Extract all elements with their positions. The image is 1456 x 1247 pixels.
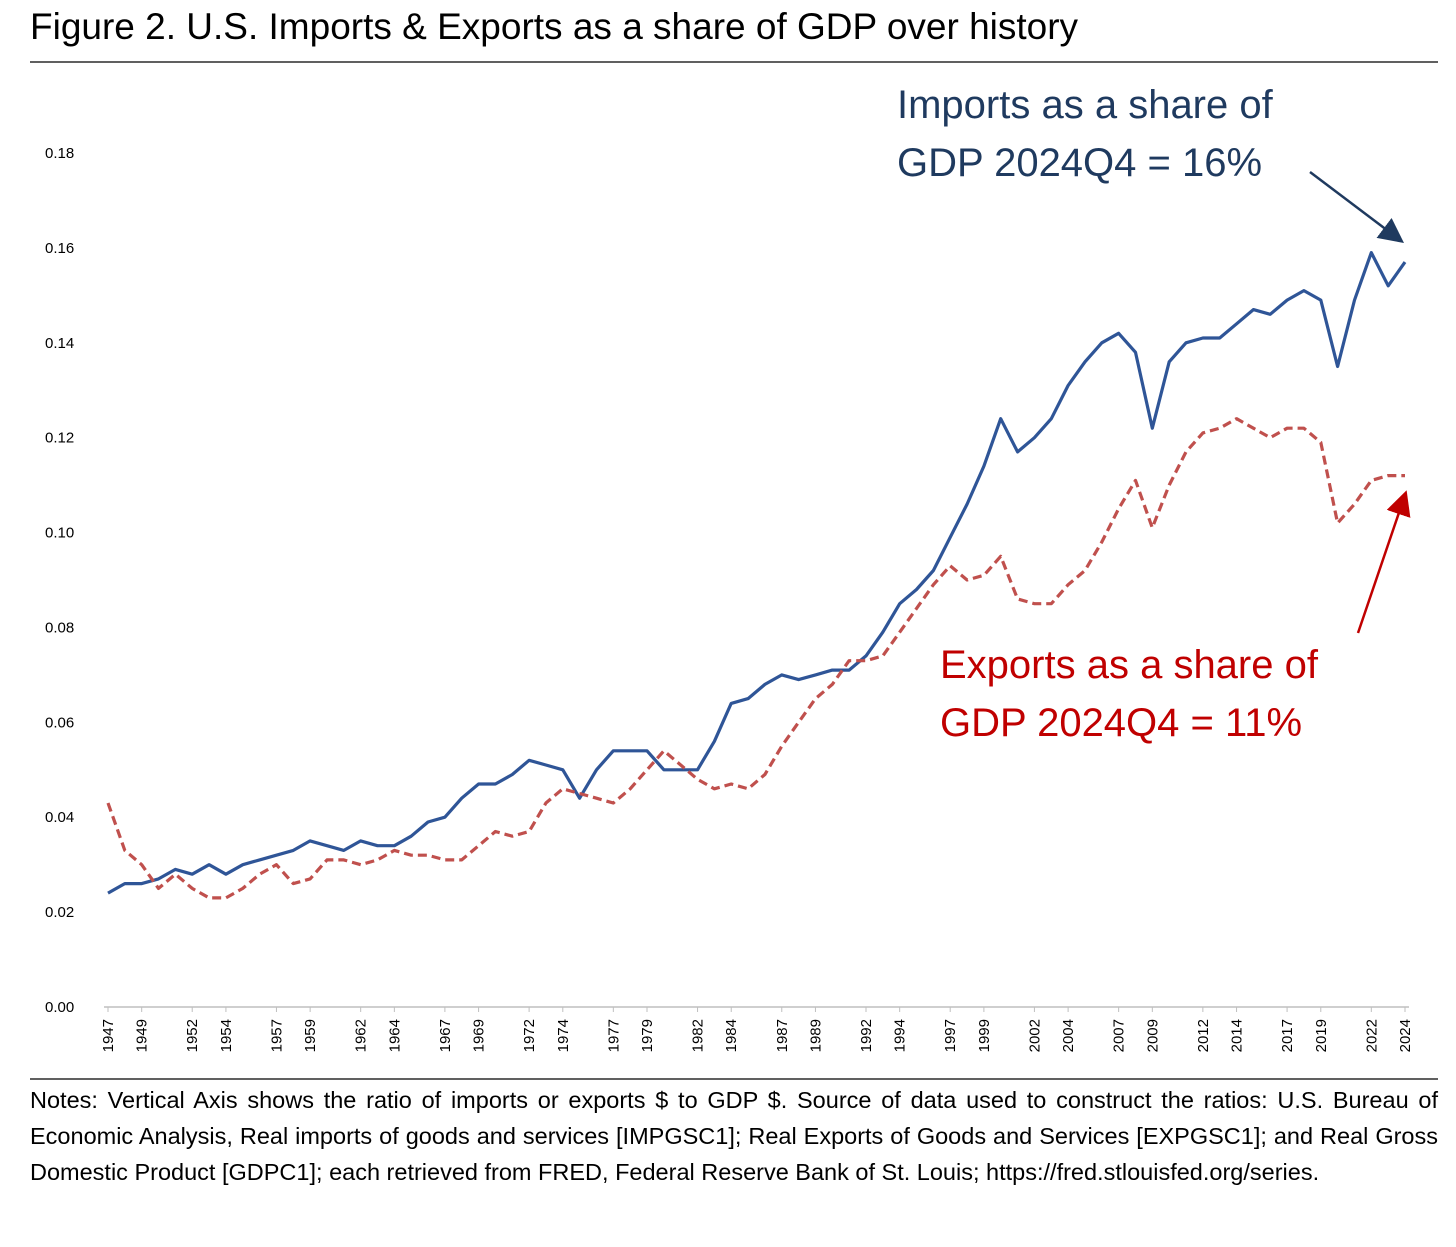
- annotation: GDP 2024Q4 = 11%: [940, 701, 1302, 745]
- x-tick-label: 1964: [386, 1019, 403, 1052]
- y-tick-label: 0.18: [45, 145, 74, 162]
- x-tick-label: 1967: [437, 1019, 454, 1052]
- x-tick-label: 1984: [723, 1019, 740, 1052]
- x-tick-label: 1997: [942, 1019, 959, 1052]
- y-tick-label: 0.02: [45, 904, 74, 921]
- x-tick-label: 2012: [1195, 1019, 1212, 1052]
- annotation: GDP 2024Q4 = 16%: [897, 141, 1262, 185]
- y-tick-label: 0.16: [45, 240, 74, 257]
- x-tick-label: 1972: [521, 1019, 538, 1052]
- chart: 0.00 0.02 0.04 0.06 0.08 0.10 0.12 0.14 0.16 0.18…: [30, 61, 1438, 1080]
- x-tick-label: 2007: [1111, 1019, 1128, 1052]
- x-tick-label: 1982: [690, 1019, 707, 1052]
- x-tick-label: 2024: [1397, 1019, 1414, 1052]
- annotation: Exports as a share of: [940, 643, 1319, 687]
- x-tick-label: 2022: [1363, 1019, 1380, 1052]
- x-tick-label: 1999: [976, 1019, 993, 1052]
- x-tick-label: 1977: [605, 1019, 622, 1052]
- x-tick-label: 1994: [892, 1019, 909, 1052]
- line-exports: [106, 417, 1405, 900]
- x-tick-label: 1959: [302, 1019, 319, 1052]
- x-tick-label: 1947: [100, 1019, 117, 1052]
- x-tick-label: 1957: [268, 1019, 285, 1052]
- y-tick-label: 0.04: [45, 809, 74, 826]
- y-tick-label: 0.08: [45, 619, 74, 636]
- x-tick-label: 1992: [858, 1019, 875, 1052]
- x-tick-label: 2002: [1026, 1019, 1043, 1052]
- y-tick-label: 0.00: [45, 999, 74, 1016]
- x-tick-label: 2017: [1279, 1019, 1296, 1052]
- x-tick-label: 1989: [807, 1019, 824, 1052]
- notes: Notes: Vertical Axis shows the ratio of …: [30, 1087, 1438, 1185]
- y-tick-label: 0.06: [45, 714, 74, 731]
- y-tick-label: 0.10: [45, 525, 74, 542]
- imports-arrow: [1309, 171, 1404, 244]
- x-tick-label: 1979: [639, 1019, 656, 1052]
- y-tick-label: 0.12: [45, 430, 74, 447]
- x-tick-label: 1974: [555, 1019, 572, 1052]
- x-tick-label: 1987: [774, 1019, 791, 1052]
- line-imports: [107, 251, 1407, 895]
- x-tick-label: 1952: [184, 1019, 201, 1052]
- x-tick-label: 2004: [1060, 1019, 1077, 1052]
- exports-arrow: [1356, 490, 1411, 634]
- x-tick-label: 1954: [218, 1019, 235, 1052]
- y-tick-label: 0.14: [45, 335, 74, 352]
- x-tick-label: 2019: [1313, 1019, 1330, 1052]
- x-tick-label: 1969: [471, 1019, 488, 1052]
- x-tick-label: 1962: [353, 1019, 370, 1052]
- x-tick-label: 2009: [1144, 1019, 1161, 1052]
- chart-title: Figure 2. U.S. Imports & Exports as a sh…: [30, 6, 1079, 47]
- annotation: Imports as a share of: [897, 83, 1274, 127]
- x-tick-label: 1949: [134, 1019, 151, 1052]
- x-tick-label: 2014: [1229, 1019, 1246, 1052]
